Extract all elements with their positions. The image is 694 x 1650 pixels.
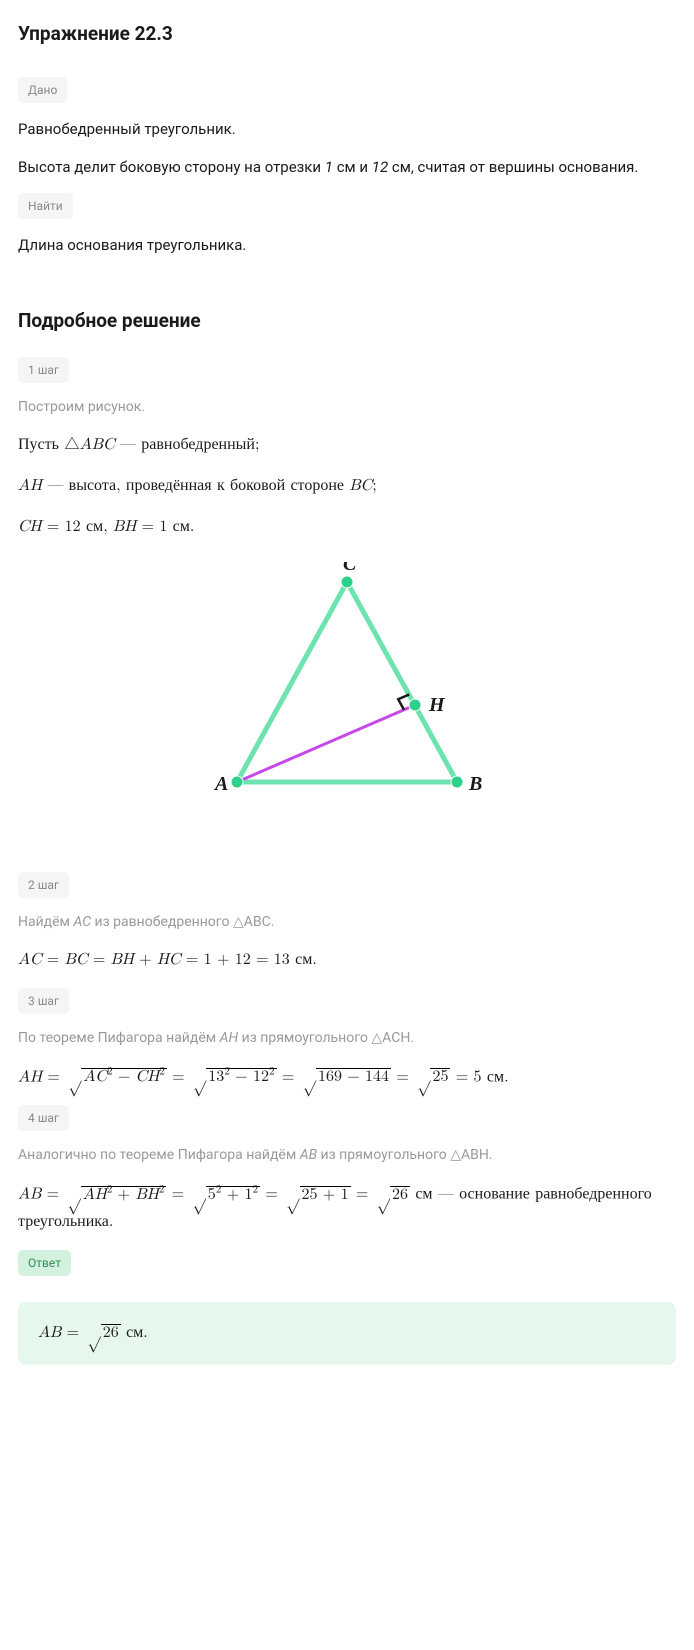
step1-tag: 1 шаг: [18, 357, 69, 383]
answer-math: AB = 26 см.: [38, 1320, 656, 1347]
step3-math: AH = AC2 − CH2 = 132 − 122 = 169 − 144 =…: [18, 1063, 676, 1092]
svg-text:C: C: [343, 562, 357, 575]
s2-var: AC: [73, 914, 91, 930]
given-line2: Высота делит боковую сторону на отрезки …: [18, 155, 676, 179]
given-mid: см и: [333, 158, 372, 176]
s2-pre: Найдём: [18, 914, 73, 930]
step3-desc: По теореме Пифагора найдём AH из прямоуг…: [18, 1028, 676, 1049]
step2-tag: 2 шаг: [18, 872, 69, 898]
s1l2-var2: BC: [349, 478, 372, 494]
given-line1: Равнобедренный треугольник.: [18, 117, 676, 141]
given-val1: 1: [325, 158, 333, 176]
answer-box: AB = 26 см.: [18, 1302, 676, 1365]
s4-var: AB: [300, 1147, 317, 1163]
find-text: Длина основания треугольника.: [18, 233, 676, 257]
exercise-title: Упражнение 22.3: [18, 20, 676, 49]
triangle-figure: A B C H: [18, 562, 676, 822]
given-val2: 12: [372, 158, 388, 176]
s3-pre: По теореме Пифагора найдём: [18, 1030, 220, 1046]
triangle-svg: A B C H: [177, 562, 517, 822]
answer-tag: Ответ: [18, 1250, 71, 1276]
given-text: Высота делит боковую сторону на отрезки: [18, 158, 325, 176]
given-post: см, считая от вершины основания.: [388, 158, 638, 176]
given-tag: Дано: [18, 77, 67, 103]
solution-title: Подробное решение: [18, 307, 676, 336]
s2-post: из равнобедренного △ABC.: [91, 914, 274, 930]
s1l2-mid: — высота, проведённая к боковой стороне: [42, 478, 349, 494]
s1l2-var: AH: [18, 478, 42, 494]
step1-math2: AH — высота, проведённая к боковой сторо…: [18, 473, 676, 500]
s4-post: из прямоугольного △ABH.: [317, 1147, 493, 1163]
s3-var: AH: [220, 1030, 239, 1046]
step4-math: AB = AH2 + BH2 = 52 + 12 = 25 + 1 = 26 с…: [18, 1180, 676, 1236]
s1l1-mid: ABC: [80, 437, 115, 453]
step1-math1: Пусть △ABC — равнобедренный;: [18, 432, 676, 459]
s1l1-post: — равнобедренный;: [115, 437, 260, 453]
step1-math3: CH = 12 см, BH = 1 см.: [18, 514, 676, 541]
step3-tag: 3 шаг: [18, 988, 69, 1014]
step4-tag: 4 шаг: [18, 1105, 69, 1131]
svg-text:A: A: [213, 773, 228, 795]
s3-post: из прямоугольного △ACH.: [238, 1030, 414, 1046]
step2-math: AC = BC = BH + HC = 1 + 12 = 13 см.: [18, 947, 676, 974]
s1l2-end: ;: [372, 478, 376, 494]
s1l1-pre: Пусть △: [18, 437, 80, 453]
svg-text:H: H: [428, 694, 446, 716]
step2-desc: Найдём AC из равнобедренного △ABC.: [18, 912, 676, 933]
step4-desc: Аналогично по теореме Пифагора найдём AB…: [18, 1145, 676, 1166]
svg-text:B: B: [468, 773, 482, 795]
step1-desc: Построим рисунок.: [18, 397, 676, 418]
find-tag: Найти: [18, 193, 73, 219]
s4-pre: Аналогично по теореме Пифагора найдём: [18, 1147, 300, 1163]
